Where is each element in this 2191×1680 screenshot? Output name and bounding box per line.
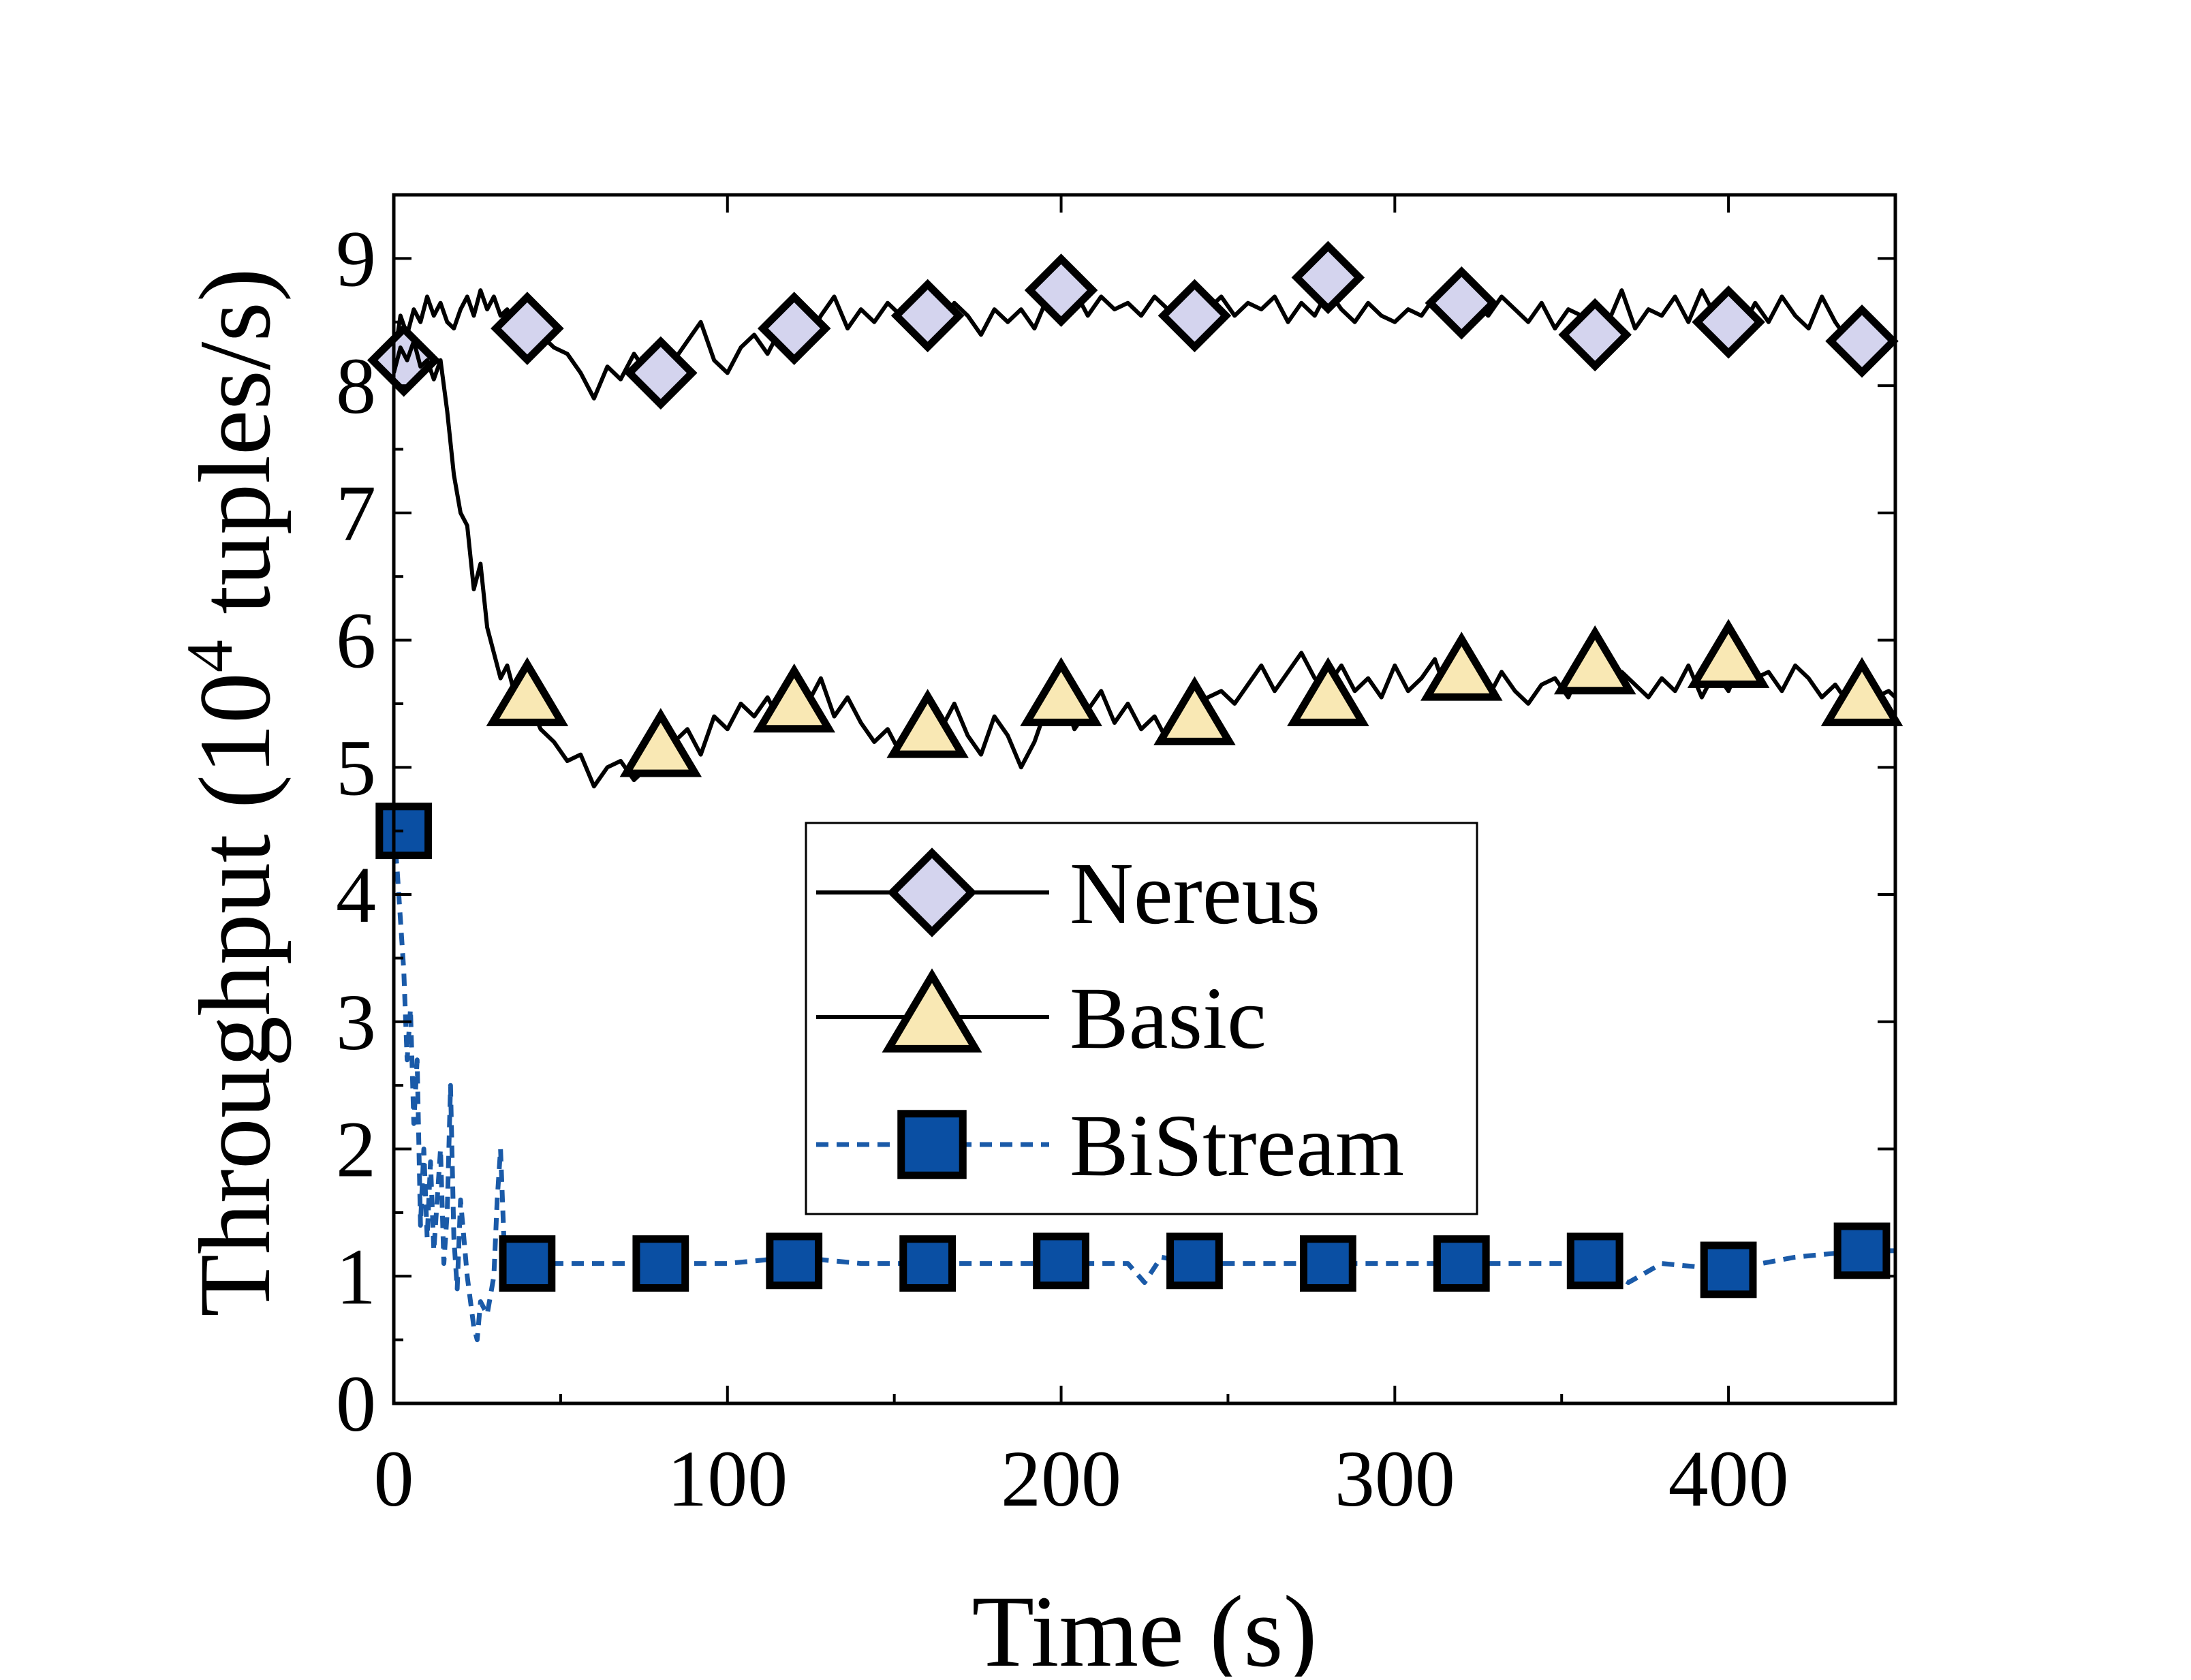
marker-nereus — [1692, 285, 1765, 359]
series-line-nereus — [394, 288, 1895, 401]
legend-item-nereus: Nereus — [816, 845, 1320, 943]
marker-basic — [1153, 676, 1236, 745]
y-axis-title-tail: tuples/s) — [178, 268, 292, 640]
y-tick-label: 9 — [336, 214, 376, 303]
marker-bistream — [766, 1232, 823, 1290]
marker-nereus — [1291, 240, 1365, 315]
series-layer — [367, 240, 1903, 1343]
y-tick-label: 2 — [336, 1105, 376, 1194]
y-tick-label: 5 — [336, 723, 376, 812]
x-tick-label: 200 — [1001, 1434, 1121, 1523]
marker-basic — [486, 657, 569, 726]
tick-labels-layer: 0 100 200 300 400 0 1 2 3 4 5 6 7 8 9 — [336, 214, 1789, 1523]
legend-label-nereus: Nereus — [1070, 845, 1320, 943]
marker-basic — [886, 689, 969, 758]
y-tick-label: 1 — [336, 1232, 376, 1321]
x-tick-label: 300 — [1335, 1434, 1455, 1523]
marker-nereus — [491, 292, 564, 365]
y-axis-title-main: Throughput (10 — [178, 672, 292, 1317]
marker-basic — [1287, 657, 1369, 726]
series-basic — [394, 339, 1903, 789]
marker-bistream — [632, 1235, 689, 1292]
marker-nereus — [757, 292, 831, 365]
series-nereus — [367, 240, 1899, 410]
marker-basic — [1687, 619, 1770, 688]
legend-marker-nereus — [887, 847, 977, 937]
marker-bistream — [375, 803, 433, 860]
legend: Nereus Basic BiStream — [805, 822, 1478, 1215]
x-tick-label: 0 — [374, 1434, 414, 1523]
marker-nereus — [1425, 266, 1499, 340]
y-tick-label: 0 — [336, 1359, 376, 1448]
y-axis-title-superscript: 4 — [173, 640, 246, 672]
series-line-bistream — [394, 830, 1895, 1343]
legend-label-basic: Basic — [1070, 969, 1267, 1068]
legend-marker-bistream — [897, 1110, 967, 1179]
marker-nereus — [367, 323, 441, 397]
marker-basic — [1820, 657, 1903, 726]
y-tick-label: 8 — [336, 341, 376, 431]
marker-bistream — [1433, 1235, 1490, 1292]
y-tick-label: 3 — [336, 978, 376, 1067]
marker-bistream — [1833, 1222, 1891, 1279]
marker-basic — [1020, 657, 1102, 726]
marker-basic — [619, 708, 702, 777]
marker-basic — [1420, 632, 1503, 701]
marker-nereus — [1558, 298, 1632, 372]
marker-bistream — [1166, 1232, 1223, 1290]
x-tick-label: 400 — [1668, 1434, 1789, 1523]
marker-bistream — [1700, 1241, 1757, 1298]
marker-bistream — [1033, 1232, 1089, 1290]
plot-frame — [392, 193, 1897, 1405]
y-axis-title: Throughput (104 tuples/s) — [173, 268, 292, 1317]
marker-nereus — [624, 336, 698, 410]
marker-bistream — [499, 1235, 556, 1292]
y-tick-label: 4 — [336, 850, 376, 939]
marker-nereus — [1157, 279, 1232, 353]
legend-item-bistream: BiStream — [816, 1097, 1404, 1195]
x-axis-title: Time (s) — [972, 1575, 1317, 1677]
legend-label-bistream: BiStream — [1070, 1097, 1404, 1195]
marker-nereus — [890, 279, 965, 353]
marker-bistream — [1299, 1235, 1356, 1292]
y-tick-label: 7 — [336, 469, 376, 558]
legend-item-basic: Basic — [816, 968, 1267, 1068]
marker-basic — [1553, 625, 1636, 695]
series-line-basic — [394, 339, 1895, 789]
x-tick-label: 100 — [667, 1434, 788, 1523]
marker-bistream — [1566, 1232, 1623, 1290]
ticks-layer — [392, 195, 1895, 1405]
y-tick-label: 6 — [336, 596, 376, 685]
series-bistream — [375, 803, 1895, 1343]
legend-marker-basic — [882, 968, 982, 1053]
marker-nereus — [1825, 304, 1899, 378]
marker-basic — [753, 663, 836, 733]
marker-nereus — [1024, 253, 1098, 327]
marker-bistream — [899, 1235, 957, 1292]
